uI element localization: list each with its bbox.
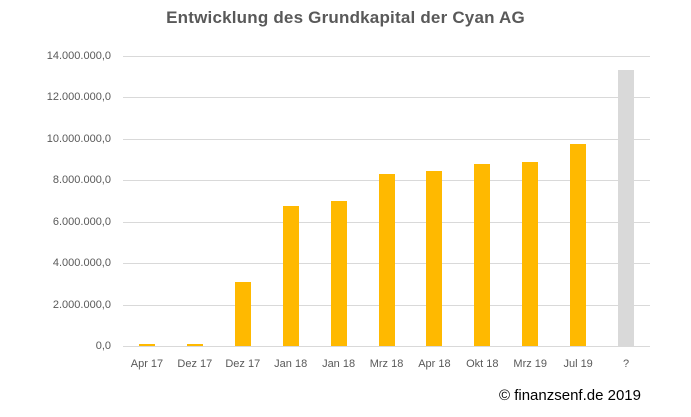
y-axis-tick-label: 14.000.000,0	[46, 50, 111, 62]
bar-apr-18	[426, 171, 442, 346]
y-axis-tick-label: 2.000.000,0	[52, 298, 111, 311]
bar-mrz-19	[522, 162, 538, 346]
chart-title: Entwicklung des Grundkapital der Cyan AG	[166, 8, 525, 27]
gridline	[123, 56, 650, 57]
y-axis-tick-label: 12.000.000,0	[46, 91, 111, 104]
x-axis-tick-label: Dez 17	[225, 358, 261, 370]
x-axis-tick-label: Jan 18	[274, 358, 308, 370]
bar-dez-17	[235, 282, 251, 346]
gridline	[123, 346, 650, 347]
x-axis-tick-label: Apr 17	[130, 358, 164, 370]
y-axis-tick-label: 10.000.000,0	[46, 132, 111, 145]
bar-jul-19	[570, 144, 586, 346]
y-axis-tick-label: 4.000.000,0	[52, 257, 111, 270]
copyright-text: © finanzsenf.de 2019	[499, 387, 641, 404]
x-axis-tick-label: Apr 18	[418, 358, 451, 370]
gridline	[123, 97, 650, 99]
x-axis-tick-label: Mrz 18	[369, 358, 404, 370]
x-axis-tick-label: Mrz 19	[513, 358, 548, 370]
bar-apr-17	[139, 344, 155, 346]
bar-mrz-18	[379, 174, 395, 346]
x-axis-tick-label: ?	[622, 358, 630, 370]
x-axis-tick-label: Jul 19	[563, 358, 593, 370]
gridline	[123, 138, 650, 140]
x-axis-tick-label: Dez 17	[177, 358, 213, 370]
bar-dez-17	[187, 344, 203, 346]
y-axis-tick-label: 8.000.000,0	[52, 174, 111, 187]
bar-?	[618, 70, 634, 346]
bar-okt-18	[474, 164, 490, 346]
bar-jan-18	[283, 206, 299, 346]
x-axis-tick-label: Jan 18	[322, 358, 356, 370]
bar-jan-18	[331, 201, 347, 346]
y-axis-tick-label: 6.000.000,0	[52, 215, 111, 228]
x-axis-tick-label: Okt 18	[466, 358, 499, 370]
y-axis-tick-label: 0,0	[95, 340, 111, 352]
